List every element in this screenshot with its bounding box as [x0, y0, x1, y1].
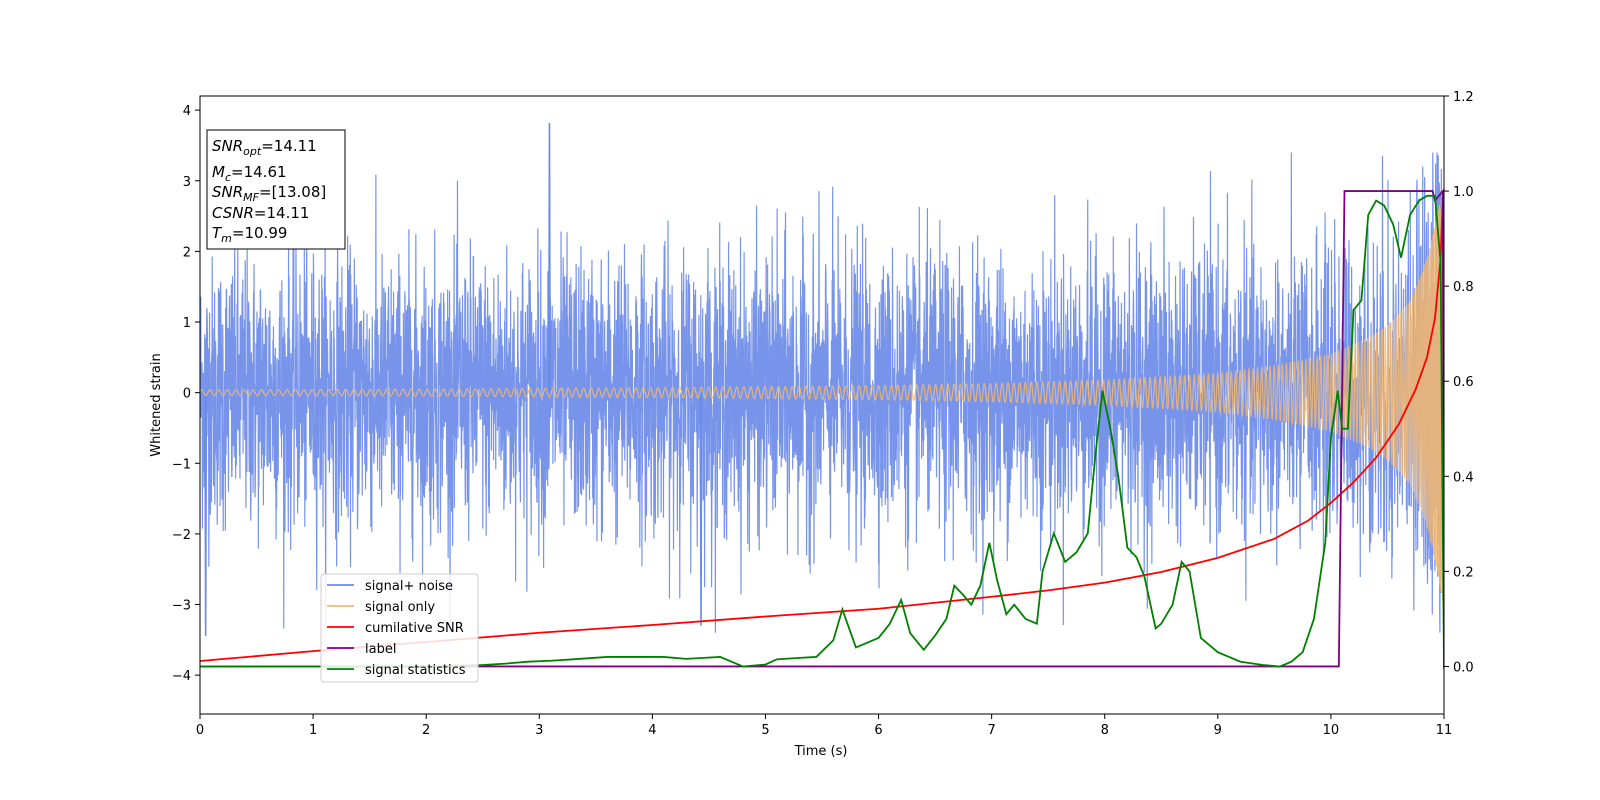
annotation-symbol: M	[212, 163, 225, 181]
annotation-value: =14.11	[254, 204, 310, 222]
series-line-label	[200, 188, 1444, 668]
y-axis-left: 4 3 2 1 0 −1 −2 −3 −4	[172, 104, 200, 684]
legend-label: label	[365, 642, 396, 657]
y-axis-right: 1.2 1.0 0.8 0.6 0.4 0.2 0.0	[1444, 90, 1474, 675]
annotation-symbol: T	[212, 224, 223, 242]
x-axis-label: Time (s)	[794, 744, 848, 759]
annotation-value: =10.99	[232, 224, 288, 242]
x-tick-label: 3	[535, 723, 543, 738]
x-axis: 0 1 2 3 4 5 6 7 8 9 10 11	[196, 714, 1452, 738]
annotation-line: Mc=14.61	[212, 163, 287, 184]
series-line-signal-statistics	[200, 194, 1444, 668]
plot-frame	[199, 95, 1445, 715]
x-tick-label: 10	[1323, 723, 1340, 738]
y-tick-label: 4	[183, 104, 191, 119]
annotation-subscript: MF	[243, 191, 259, 204]
y-axis-label: Whitened strain	[149, 353, 164, 456]
y-tick-label: −4	[172, 669, 191, 684]
x-tick-label: 2	[422, 723, 430, 738]
y2-tick-label: 0.6	[1453, 375, 1474, 390]
legend-label: signal statistics	[365, 663, 466, 678]
y-tick-label: 2	[183, 245, 191, 260]
legend-label: signal+ noise	[365, 579, 453, 594]
series-peak-signal-noise	[547, 122, 551, 393]
y2-tick-label: 1.0	[1453, 185, 1474, 200]
y2-tick-label: 1.2	[1453, 90, 1474, 105]
y-tick-label: 1	[183, 316, 191, 331]
x-tick-label: 1	[309, 723, 317, 738]
annotation-line: Tm=10.99	[212, 224, 287, 245]
annotation-subscript: opt	[243, 145, 262, 158]
annotation-subscript: m	[221, 232, 232, 245]
x-tick-label: 7	[987, 723, 995, 738]
legend: signal+ noise signal only cumilative SNR la…	[320, 573, 479, 683]
annotation-subscript: c	[225, 171, 231, 184]
annotation-symbol: SNR	[212, 183, 243, 201]
annotation-symbol: CSNR	[212, 204, 254, 222]
annotation-value: =14.11	[261, 137, 317, 155]
annotation-frame	[206, 129, 346, 250]
series-peak-signal-noise	[204, 392, 208, 637]
x-tick-label: 4	[648, 723, 656, 738]
x-tick-label: 8	[1101, 723, 1109, 738]
annotation-box: SNRopt=14.11Mc=14.61SNRMF=[13.08]CSNR=14…	[206, 129, 346, 250]
y-tick-label: 0	[183, 387, 191, 402]
x-tick-label: 5	[761, 723, 769, 738]
y2-tick-label: 0.2	[1453, 565, 1474, 580]
y-tick-label: −2	[172, 528, 191, 543]
y-tick-label: 3	[183, 175, 191, 190]
y2-tick-label: 0.8	[1453, 280, 1474, 295]
x-tick-label: 11	[1436, 723, 1453, 738]
series-line-signal-noise	[200, 152, 1444, 633]
annotation-value: =[13.08]	[259, 183, 326, 201]
series-line-cumulative-snr	[200, 194, 1444, 670]
y2-tick-label: 0.0	[1453, 660, 1474, 675]
y2-tick-label: 0.4	[1453, 470, 1474, 485]
legend-label: cumilative SNR	[365, 621, 464, 636]
series-line-signal-only	[200, 193, 1444, 601]
annotation-line: SNRMF=[13.08]	[212, 183, 326, 204]
x-tick-label: 9	[1214, 723, 1222, 738]
y-tick-label: −1	[172, 457, 191, 472]
annotation-line: CSNR=14.11	[212, 204, 309, 222]
y-tick-label: −3	[172, 599, 191, 614]
x-tick-label: 0	[196, 723, 204, 738]
series-peak-signal-noise	[699, 392, 703, 626]
legend-label: signal only	[365, 600, 435, 615]
annotation-symbol: SNR	[212, 137, 243, 155]
legend-frame	[320, 573, 479, 683]
x-tick-label: 6	[874, 723, 882, 738]
annotation-line: SNRopt=14.11	[212, 137, 317, 158]
annotation-value: =14.61	[231, 163, 287, 181]
